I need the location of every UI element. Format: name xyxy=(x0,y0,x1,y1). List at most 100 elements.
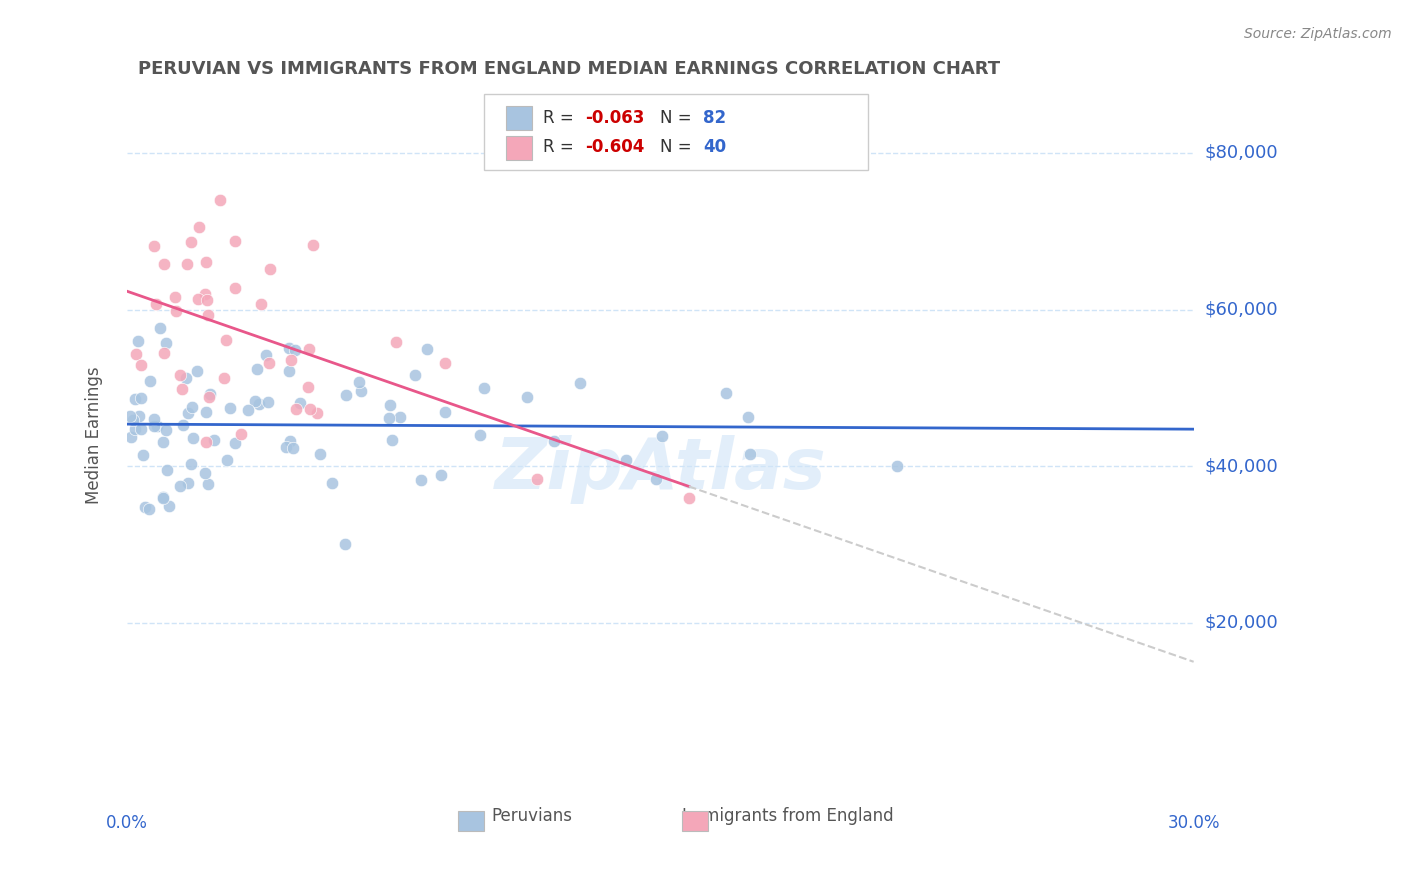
Point xyxy=(197,308,219,322)
Point xyxy=(152,490,174,504)
Point xyxy=(142,419,165,434)
Point xyxy=(181,431,204,445)
Point xyxy=(180,400,202,414)
Point xyxy=(155,336,177,351)
Point xyxy=(194,254,217,268)
Point xyxy=(245,393,267,408)
Point xyxy=(301,238,323,252)
Text: 82: 82 xyxy=(703,109,725,127)
Point xyxy=(152,491,174,506)
Point xyxy=(163,290,186,304)
Point xyxy=(124,347,146,361)
Point xyxy=(474,382,496,396)
Point xyxy=(212,371,235,385)
Point xyxy=(350,384,373,398)
Point xyxy=(197,476,219,491)
Text: -0.604: -0.604 xyxy=(586,138,645,156)
FancyBboxPatch shape xyxy=(506,136,533,160)
FancyBboxPatch shape xyxy=(506,106,533,130)
Point xyxy=(254,348,277,362)
Point xyxy=(155,463,177,477)
Point xyxy=(886,459,908,474)
Point xyxy=(256,395,278,409)
Text: R =: R = xyxy=(543,138,579,156)
Text: $40,000: $40,000 xyxy=(1205,458,1278,475)
Text: PERUVIAN VS IMMIGRANTS FROM ENGLAND MEDIAN EARNINGS CORRELATION CHART: PERUVIAN VS IMMIGRANTS FROM ENGLAND MEDI… xyxy=(138,60,1000,78)
Point xyxy=(120,409,142,424)
Point xyxy=(124,421,146,435)
Point xyxy=(146,419,169,434)
Point xyxy=(194,405,217,419)
Point xyxy=(217,453,239,467)
Point xyxy=(129,358,152,372)
Point xyxy=(569,376,592,391)
Text: N =: N = xyxy=(661,109,697,127)
Point xyxy=(250,296,273,310)
Point xyxy=(224,234,246,248)
Point xyxy=(516,390,538,404)
Point xyxy=(180,457,202,471)
Point xyxy=(165,304,187,318)
Point xyxy=(259,261,281,276)
Point xyxy=(381,433,404,447)
Point xyxy=(176,257,198,271)
Point xyxy=(138,501,160,516)
Text: Immigrants from England: Immigrants from England xyxy=(682,807,894,825)
Point xyxy=(120,429,142,443)
Point xyxy=(737,409,759,424)
Text: ZipAtlas: ZipAtlas xyxy=(495,435,827,504)
Point xyxy=(347,376,370,390)
Point xyxy=(200,386,222,401)
Point xyxy=(177,475,200,490)
Point xyxy=(134,500,156,515)
Point xyxy=(651,429,673,443)
Point xyxy=(143,239,166,253)
Point xyxy=(129,422,152,436)
Point xyxy=(128,409,150,423)
Point xyxy=(378,398,401,412)
Point xyxy=(198,391,221,405)
Point xyxy=(299,402,322,417)
Text: R =: R = xyxy=(543,109,579,127)
Point xyxy=(129,391,152,405)
Point xyxy=(195,293,218,307)
Point xyxy=(280,352,302,367)
Point xyxy=(172,382,194,396)
Y-axis label: Median Earnings: Median Earnings xyxy=(86,366,103,504)
Point xyxy=(714,385,737,400)
Point xyxy=(526,472,548,486)
Text: -0.063: -0.063 xyxy=(586,109,645,127)
Point xyxy=(224,281,246,295)
Point xyxy=(155,423,177,437)
Point xyxy=(124,392,146,407)
Point xyxy=(409,473,432,487)
Point xyxy=(333,537,356,551)
Point xyxy=(309,447,332,461)
Point xyxy=(145,296,167,310)
Point xyxy=(257,356,280,370)
Point xyxy=(307,406,329,420)
Point xyxy=(187,293,209,307)
Point xyxy=(157,499,180,513)
Point xyxy=(152,345,174,359)
Text: 0.0%: 0.0% xyxy=(105,814,148,832)
Point xyxy=(229,426,252,441)
Point xyxy=(738,447,761,461)
Point xyxy=(142,411,165,425)
Point xyxy=(389,409,412,424)
Text: $20,000: $20,000 xyxy=(1205,614,1278,632)
Point xyxy=(614,453,637,467)
Point xyxy=(152,435,174,450)
Point xyxy=(215,333,238,347)
Point xyxy=(644,472,666,486)
Point xyxy=(276,440,298,454)
FancyBboxPatch shape xyxy=(457,811,484,831)
Point xyxy=(169,368,191,383)
Point xyxy=(127,334,149,348)
Point xyxy=(122,413,145,427)
Point xyxy=(285,402,308,417)
Point xyxy=(429,468,451,483)
Point xyxy=(277,364,299,378)
Point xyxy=(321,475,343,490)
Point xyxy=(283,441,305,455)
